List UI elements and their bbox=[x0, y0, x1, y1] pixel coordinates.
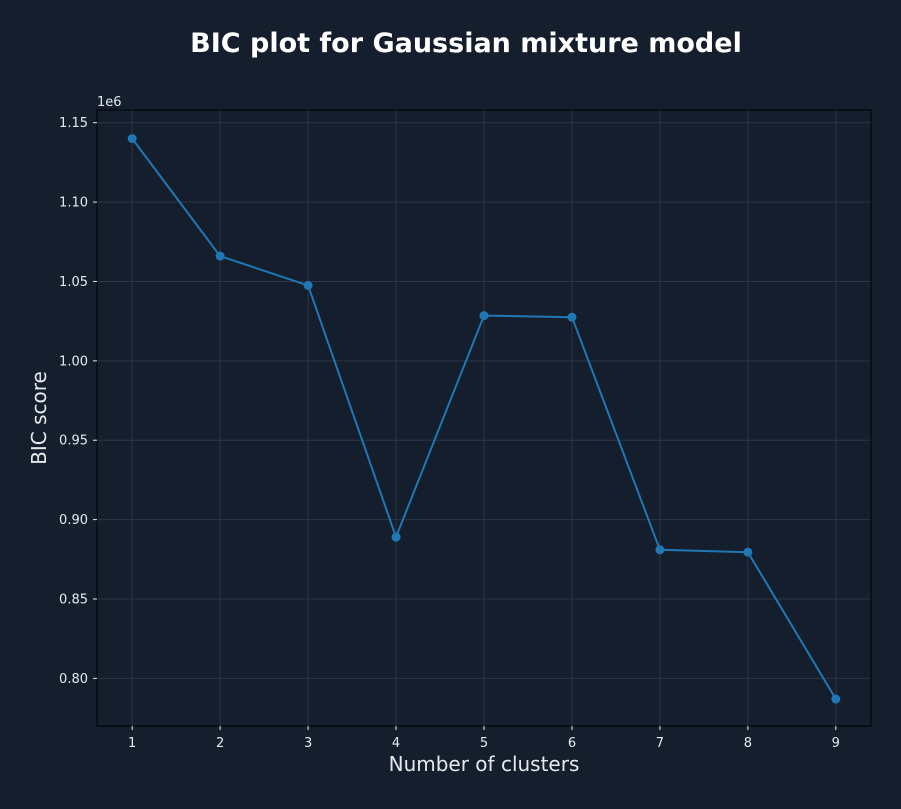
x-axis-label: Number of clusters bbox=[389, 752, 580, 776]
x-tick-label: 6 bbox=[568, 736, 576, 751]
y-offset-label: 1e6 bbox=[97, 95, 122, 110]
data-point bbox=[479, 311, 489, 321]
x-tick-label: 7 bbox=[656, 736, 664, 751]
chart-title: BIC plot for Gaussian mixture model bbox=[190, 28, 742, 59]
x-tick-label: 4 bbox=[392, 736, 400, 751]
y-tick-label: 1.15 bbox=[59, 116, 88, 131]
x-tick-label: 8 bbox=[744, 736, 752, 751]
data-point bbox=[743, 547, 753, 557]
series-layer bbox=[127, 134, 841, 704]
data-point bbox=[127, 134, 137, 144]
tick-layer: 1 2 3 4 5 6 7 8 9 0.80 0.85 0.90 0.95 1.00 1.05 1.10 1.1… bbox=[59, 116, 840, 751]
y-tick-label: 0.85 bbox=[59, 592, 88, 607]
x-tick-label: 1 bbox=[128, 736, 136, 751]
data-point bbox=[831, 694, 841, 704]
data-point bbox=[391, 532, 401, 542]
y-axis-label: BIC score bbox=[27, 371, 51, 465]
y-tick-label: 0.80 bbox=[59, 672, 88, 687]
data-point bbox=[303, 280, 313, 290]
data-point bbox=[655, 545, 665, 555]
y-tick-label: 1.05 bbox=[59, 275, 88, 290]
x-tick-label: 9 bbox=[832, 736, 840, 751]
y-tick-label: 1.10 bbox=[59, 196, 88, 211]
y-tick-label: 0.95 bbox=[59, 434, 88, 449]
x-tick-label: 5 bbox=[480, 736, 488, 751]
x-tick-label: 3 bbox=[304, 736, 312, 751]
y-tick-label: 0.90 bbox=[59, 513, 88, 528]
data-point bbox=[215, 251, 225, 261]
data-point bbox=[567, 312, 577, 322]
grid-layer bbox=[97, 110, 871, 726]
x-tick-label: 2 bbox=[216, 736, 224, 751]
y-tick-label: 1.00 bbox=[59, 354, 88, 369]
